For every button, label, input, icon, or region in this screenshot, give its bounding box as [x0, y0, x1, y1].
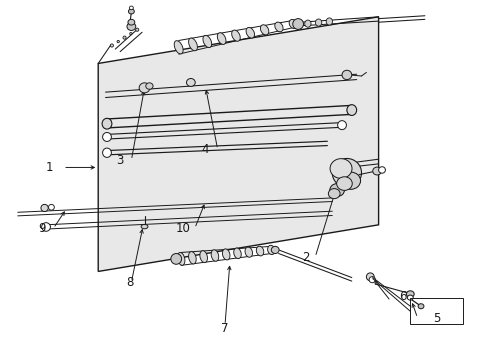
Ellipse shape	[341, 70, 351, 80]
Ellipse shape	[48, 204, 54, 210]
Ellipse shape	[145, 83, 153, 89]
Ellipse shape	[174, 41, 183, 54]
Ellipse shape	[170, 253, 181, 264]
Text: 4: 4	[202, 143, 209, 156]
Ellipse shape	[139, 83, 150, 93]
Text: 3: 3	[116, 154, 123, 167]
Polygon shape	[98, 17, 378, 271]
Text: 7: 7	[221, 322, 228, 335]
Ellipse shape	[129, 6, 133, 10]
Text: 10: 10	[176, 222, 191, 235]
Ellipse shape	[102, 118, 112, 129]
Ellipse shape	[200, 251, 207, 262]
Ellipse shape	[244, 247, 252, 257]
Text: 5: 5	[432, 311, 440, 325]
Ellipse shape	[271, 246, 279, 253]
Ellipse shape	[260, 25, 268, 35]
Ellipse shape	[231, 30, 240, 41]
Ellipse shape	[346, 105, 356, 116]
Text: 6: 6	[398, 290, 406, 303]
Ellipse shape	[274, 22, 283, 32]
Ellipse shape	[188, 38, 197, 51]
Ellipse shape	[407, 295, 412, 300]
Text: 8: 8	[126, 276, 133, 289]
Ellipse shape	[337, 121, 346, 130]
Ellipse shape	[245, 27, 254, 38]
Ellipse shape	[102, 148, 111, 157]
Ellipse shape	[102, 132, 111, 141]
Ellipse shape	[406, 291, 413, 297]
Ellipse shape	[41, 204, 48, 212]
Ellipse shape	[292, 19, 303, 30]
Ellipse shape	[378, 167, 385, 173]
Ellipse shape	[315, 19, 321, 26]
Ellipse shape	[233, 248, 241, 258]
Ellipse shape	[217, 33, 225, 44]
Ellipse shape	[211, 250, 218, 261]
Ellipse shape	[222, 249, 229, 260]
Ellipse shape	[372, 167, 381, 175]
Ellipse shape	[325, 18, 332, 25]
Ellipse shape	[128, 19, 135, 25]
Ellipse shape	[329, 184, 344, 197]
Ellipse shape	[267, 245, 274, 255]
Ellipse shape	[368, 276, 375, 283]
Ellipse shape	[110, 44, 113, 47]
Ellipse shape	[41, 223, 50, 231]
Ellipse shape	[186, 78, 195, 86]
Text: 2: 2	[301, 251, 308, 264]
Ellipse shape	[203, 35, 211, 48]
Ellipse shape	[135, 28, 139, 31]
Text: 1: 1	[45, 161, 53, 174]
Bar	[409, 298, 462, 324]
Ellipse shape	[123, 36, 126, 39]
Ellipse shape	[117, 40, 119, 43]
Ellipse shape	[129, 32, 132, 35]
Ellipse shape	[128, 9, 134, 14]
Ellipse shape	[256, 246, 263, 256]
Ellipse shape	[340, 172, 360, 189]
Ellipse shape	[329, 159, 351, 179]
Ellipse shape	[288, 19, 297, 28]
Ellipse shape	[328, 189, 339, 199]
Ellipse shape	[331, 158, 361, 187]
Ellipse shape	[141, 225, 148, 229]
Ellipse shape	[304, 20, 310, 27]
Ellipse shape	[127, 23, 136, 31]
Ellipse shape	[188, 252, 196, 264]
Ellipse shape	[366, 273, 373, 281]
Text: 9: 9	[39, 222, 46, 235]
Ellipse shape	[417, 304, 423, 309]
Ellipse shape	[336, 177, 351, 190]
Ellipse shape	[177, 252, 184, 265]
